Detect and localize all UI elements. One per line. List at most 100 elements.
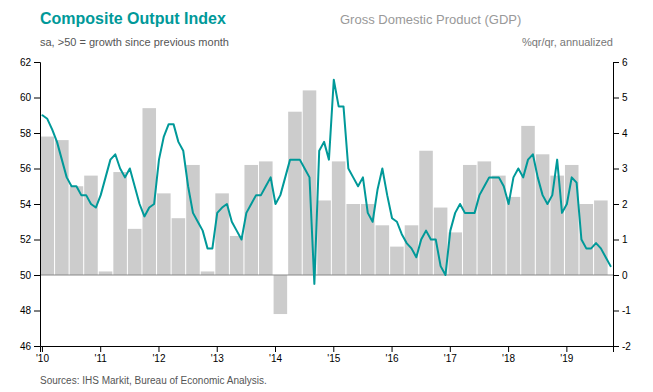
bar (332, 161, 346, 275)
y-tick-label: 46 (20, 341, 32, 352)
bar (376, 225, 390, 275)
axis-domain (41, 347, 614, 353)
subtitle-right: %qr/qr, annualized (522, 36, 613, 48)
y-tick-label: 52 (20, 234, 32, 245)
y2-tick-mark (613, 169, 619, 170)
x-tick-label: '10 (36, 353, 49, 364)
y2-tick-mark (613, 98, 619, 99)
x-tick: '19 (560, 346, 573, 364)
bar (142, 108, 156, 275)
x-tick: '17 (444, 346, 457, 364)
bar (230, 236, 244, 275)
y-tick-label: 54 (20, 199, 32, 210)
subtitle: sa, >50 = growth since previous month (40, 36, 229, 48)
y2-tick-mark (613, 346, 619, 347)
bar (113, 172, 127, 275)
y-tick-mark (34, 169, 40, 170)
bar (419, 151, 433, 275)
y-axis: 46 48 50 52 54 56 58 60 62 (20, 57, 41, 352)
y2-tick-mark (613, 62, 619, 63)
x-tick-mark (217, 346, 218, 352)
bar (536, 154, 550, 275)
title-right: Gross Domestic Product (GDP) (340, 12, 521, 27)
y2-tick-label: 2 (622, 199, 628, 210)
y2-tick: 5 (613, 92, 628, 103)
y-tick-label: 50 (20, 270, 32, 281)
y2-tick-label: 6 (622, 57, 628, 68)
y2-tick: -1 (613, 305, 631, 316)
y2-tick-label: 3 (622, 163, 628, 174)
bar (521, 126, 535, 275)
x-tick-label: '14 (269, 353, 282, 364)
bar (346, 204, 360, 275)
y-tick-label: 48 (20, 305, 32, 316)
y2-tick-label: 0 (622, 270, 628, 281)
y2-tick: 2 (613, 199, 628, 210)
y-tick: 46 (20, 341, 40, 352)
bar (507, 197, 521, 275)
bar (492, 176, 506, 275)
line (42, 80, 610, 284)
y-tick-mark (34, 240, 40, 241)
bar (594, 200, 608, 275)
x-tick-label: '19 (560, 353, 573, 364)
x-tick: '16 (386, 346, 399, 364)
y2-tick: 0 (613, 270, 628, 281)
texts: Composite Output IndexGross Domestic Pro… (40, 10, 613, 386)
bar (128, 229, 142, 275)
x-tick-mark (100, 346, 101, 352)
y2-tick-label: 1 (622, 234, 628, 245)
y2-tick: 3 (613, 163, 628, 174)
bar (317, 200, 331, 275)
y2-tick: -2 (613, 341, 631, 352)
y-tick-label: 56 (20, 163, 32, 174)
y2-tick-mark (613, 133, 619, 134)
y2-tick: 1 (613, 234, 628, 245)
chart-container: '10'11'12'13'14'15'16'17'18'194648505254… (0, 0, 653, 392)
bar (157, 193, 171, 275)
y2-axis: -2 -1 0 1 2 3 4 5 6 (613, 57, 631, 352)
bar (463, 165, 477, 275)
y-tick-label: 58 (20, 128, 32, 139)
y2-tick-mark (613, 240, 619, 241)
x-tick-label: '15 (327, 353, 340, 364)
y2-tick-label: 4 (622, 128, 628, 139)
y-tick-label: 60 (20, 92, 32, 103)
x-tick: '10 (36, 346, 49, 364)
x-tick-label: '18 (502, 353, 515, 364)
x-tick: '18 (502, 346, 515, 364)
x-tick-mark (42, 346, 43, 352)
bar (244, 165, 258, 275)
y-tick-mark (34, 133, 40, 134)
chart-svg: '10'11'12'13'14'15'16'17'18'194648505254… (0, 0, 653, 392)
plot-area (40, 80, 613, 314)
bar (390, 247, 404, 275)
y-tick-label: 62 (20, 57, 32, 68)
y-tick-mark (34, 346, 40, 347)
bar (99, 271, 113, 275)
x-tick-mark (450, 346, 451, 352)
x-tick-label: '13 (211, 353, 224, 364)
x-tick: '15 (327, 346, 340, 364)
x-tick-label: '12 (152, 353, 165, 364)
y-tick: 50 (20, 270, 40, 281)
x-tick: '12 (152, 346, 165, 364)
y2-tick-label: 5 (622, 92, 628, 103)
y-tick-mark (34, 62, 40, 63)
reference-line (40, 275, 613, 276)
y2-tick-label: -2 (622, 341, 631, 352)
y-tick: 60 (20, 92, 40, 103)
y-tick-mark (34, 98, 40, 99)
y-tick: 48 (20, 305, 40, 316)
x-tick-mark (275, 346, 276, 352)
y-tick-mark (34, 311, 40, 312)
x-tick: '14 (269, 346, 282, 364)
bar (274, 275, 288, 314)
y-tick: 52 (20, 234, 40, 245)
y-tick-mark (34, 275, 40, 276)
bar (448, 232, 462, 275)
bar (288, 112, 302, 275)
bar (201, 271, 215, 275)
bar (70, 186, 84, 275)
x-tick-mark (158, 346, 159, 352)
